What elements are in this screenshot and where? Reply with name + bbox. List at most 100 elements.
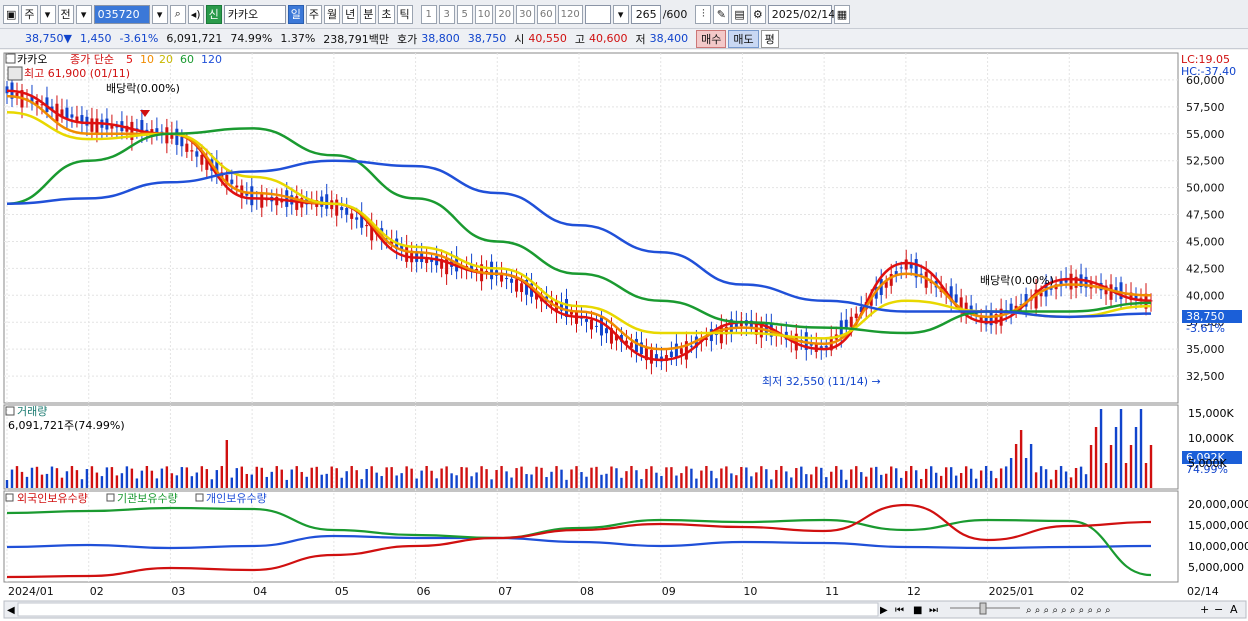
volume-bar — [865, 476, 868, 488]
text-tool-icon[interactable]: A — [1230, 603, 1238, 616]
chevron-down-icon[interactable]: ▾ — [151, 4, 168, 24]
candle-body — [729, 319, 733, 333]
panel-menu-icon[interactable] — [5, 493, 14, 502]
volume-bar — [290, 469, 293, 488]
calendar-icon[interactable] — [7, 66, 23, 81]
volume-bar — [1109, 445, 1113, 488]
zoom-in-icon[interactable]: + — [1200, 603, 1209, 616]
chevron-down-icon[interactable]: ▾ — [75, 4, 92, 24]
candle-body — [35, 101, 39, 106]
candle-body — [639, 342, 643, 355]
volume-bar — [670, 467, 673, 488]
candle-body — [854, 313, 858, 319]
volume-bar — [375, 472, 378, 488]
volume-bar — [750, 476, 753, 488]
period-day-tab[interactable]: 일 — [287, 4, 304, 24]
date-input[interactable]: 2025/02/14 — [767, 4, 835, 24]
volume-bar — [315, 466, 318, 488]
search-icon[interactable]: ⌕ — [169, 4, 186, 24]
period-second-tab[interactable]: 초 — [378, 4, 395, 24]
period-week-tab[interactable]: 주 — [305, 4, 323, 24]
volume-bar — [195, 472, 199, 488]
interval-button[interactable]: 30 — [516, 4, 535, 24]
chevron-down-icon[interactable]: ▾ — [612, 4, 629, 24]
interval-button[interactable]: 10 — [474, 4, 494, 24]
stock-chart[interactable]: 32,50035,00037,50040,00042,50045,00047,5… — [0, 50, 1248, 621]
period-minute-tab[interactable]: 분 — [360, 4, 377, 24]
custom-interval-input[interactable] — [584, 4, 611, 24]
period-tick-tab[interactable]: 틱 — [396, 4, 413, 24]
stock-name-field[interactable]: 카카오 — [223, 4, 286, 24]
candle-body — [1039, 292, 1043, 297]
x-tick-label: 05 — [335, 585, 349, 598]
scroll-left-icon[interactable]: ◀ — [7, 605, 15, 616]
candle-settings-icon[interactable]: ⫶ — [695, 4, 712, 24]
stock-code-input[interactable]: 035720 — [93, 4, 150, 24]
scroll-right-icon[interactable]: ▶ — [880, 605, 888, 616]
volume-bar — [725, 466, 728, 488]
candle-body — [609, 328, 613, 344]
speaker-icon[interactable]: ◂) — [187, 4, 204, 24]
panel-menu-icon[interactable] — [106, 493, 115, 502]
ma-line-20 — [6, 110, 1152, 340]
chevron-down-icon[interactable]: ▾ — [39, 4, 56, 24]
candle-body — [345, 208, 349, 215]
x-tick-label: 10 — [743, 585, 757, 598]
sell-button[interactable]: 매도 — [728, 29, 759, 48]
interval-button[interactable]: 3 — [438, 4, 455, 24]
candle-body — [849, 316, 853, 327]
calendar-icon[interactable]: ▦ — [833, 4, 851, 24]
panel-menu-icon[interactable] — [5, 406, 15, 416]
volume-bar — [435, 478, 438, 488]
panel-menu-icon[interactable] — [195, 493, 204, 502]
volume-bar — [535, 466, 538, 488]
volume-bar — [405, 466, 408, 488]
eval-button[interactable]: 평 — [760, 29, 779, 48]
new-badge[interactable]: 신 — [205, 4, 222, 24]
zoom-out-icon[interactable]: − — [1214, 603, 1223, 616]
low-price: 38,400 — [649, 32, 689, 45]
interval-button[interactable]: 120 — [557, 4, 583, 24]
candle-body — [669, 351, 673, 358]
last-page-icon[interactable]: ⏭ — [929, 605, 938, 616]
period-year-tab[interactable]: 년 — [342, 4, 359, 24]
volume-bar — [924, 468, 928, 488]
volume-bar — [705, 466, 708, 488]
candle-body — [385, 238, 389, 240]
volume-ratio: 74.99% — [230, 32, 273, 45]
volume-bar — [430, 470, 433, 488]
candle-body — [979, 315, 983, 322]
interval-button[interactable]: 1 — [420, 4, 437, 24]
scroll-track[interactable] — [17, 602, 879, 617]
stop-icon[interactable]: ■ — [913, 605, 922, 616]
gear-icon[interactable]: ⚙ — [749, 4, 766, 24]
count-input[interactable]: 265 — [630, 4, 661, 24]
market-type-select[interactable]: 전 — [57, 4, 74, 24]
save-icon[interactable]: ▤ — [731, 4, 748, 24]
price-change: 1,450 — [79, 32, 112, 45]
drawing-tool-icon[interactable]: ✎ — [713, 4, 730, 24]
panel-menu-icon[interactable] — [5, 53, 16, 64]
volume-bar — [855, 466, 858, 488]
volume-bar — [230, 477, 234, 488]
interval-button[interactable]: 60 — [536, 4, 556, 24]
candle-body — [340, 207, 344, 211]
buy-button[interactable]: 매수 — [696, 29, 727, 48]
x-tick-label: 09 — [662, 585, 676, 598]
layout-icon[interactable]: ▣ — [3, 4, 20, 24]
first-page-icon[interactable]: ⏮ — [895, 605, 904, 616]
period-type-select[interactable]: 주 — [21, 4, 38, 24]
interval-button[interactable]: 5 — [456, 4, 473, 24]
volume-bar — [100, 476, 104, 488]
zoom-tools-icon[interactable]: ⌕ ⌕ ⌕ ⌕ ⌕ ⌕ ⌕ ⌕ ⌕ ⌕ — [1026, 605, 1111, 616]
candle-body — [475, 269, 479, 271]
period-month-tab[interactable]: 월 — [324, 4, 341, 24]
volume-bar — [200, 466, 204, 488]
zoom-slider-thumb[interactable] — [979, 602, 987, 615]
volume-bar — [1069, 477, 1073, 488]
candle-body — [634, 338, 638, 353]
candle-body — [654, 354, 658, 360]
volume-bar — [815, 466, 818, 488]
interval-button[interactable]: 20 — [495, 4, 515, 24]
volume-bar — [205, 469, 209, 488]
